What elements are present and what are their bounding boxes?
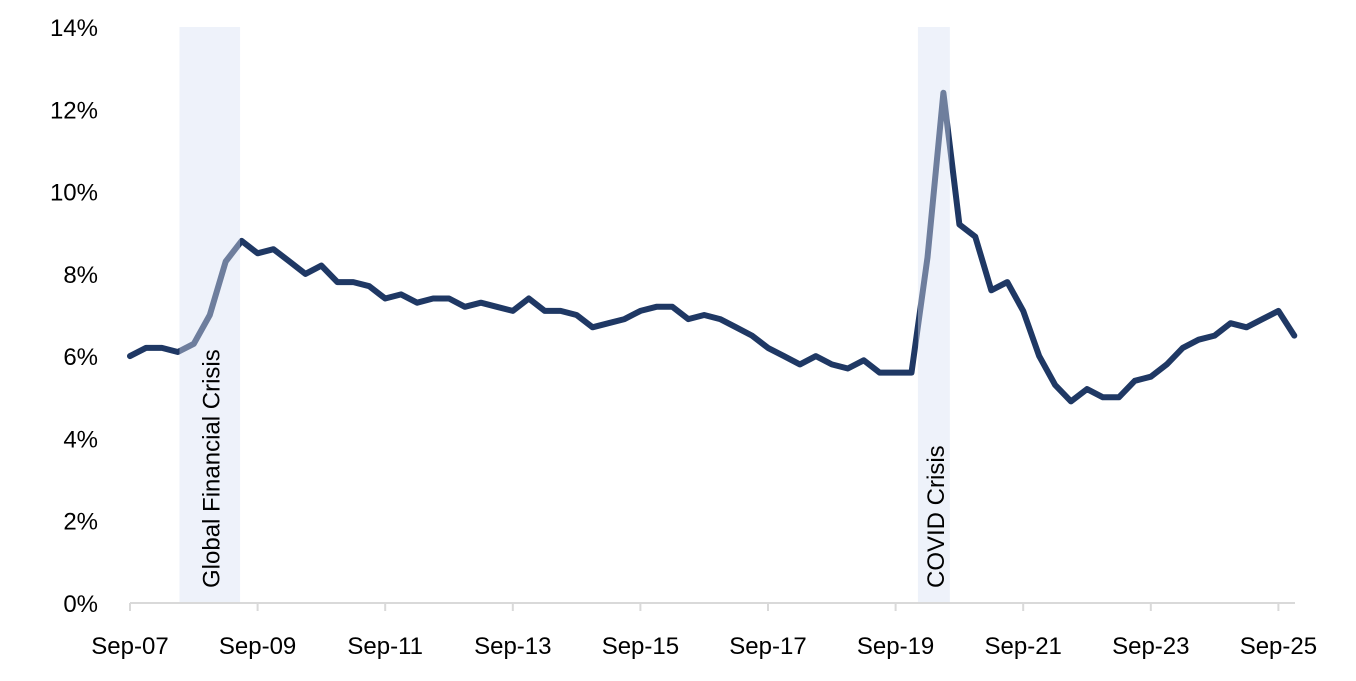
covid-band-label: COVID Crisis (923, 445, 950, 588)
gfc-band-overlay (179, 27, 241, 603)
x-tick-label: Sep-07 (91, 633, 168, 660)
x-tick-label: Sep-25 (1240, 633, 1317, 660)
y-tick-label: 10% (50, 180, 98, 207)
y-tick-label: 12% (50, 97, 98, 124)
crisis-band-overlays (179, 27, 950, 603)
x-tick-label: Sep-15 (602, 633, 679, 660)
x-tick-label: Sep-21 (985, 633, 1062, 660)
x-axis: Sep-07 Sep-09 Sep-11 Sep-13 Sep-15 Sep-17 Sep-… (91, 602, 1317, 660)
crisis-band-labels: Global Financial Crisis COVID Crisis (198, 349, 949, 588)
y-tick-label: 8% (63, 262, 98, 289)
gfc-band-label: Global Financial Crisis (198, 349, 225, 588)
y-tick-label: 0% (63, 591, 98, 618)
y-axis: 0% 2% 4% 6% 8% 10% 12% 14% (50, 15, 98, 618)
x-tick-label: Sep-13 (474, 633, 551, 660)
x-tick-label: Sep-09 (219, 633, 296, 660)
y-tick-label: 4% (63, 426, 98, 453)
data-series (127, 89, 1298, 405)
x-tick-label: Sep-17 (729, 633, 806, 660)
x-tick-label: Sep-11 (347, 633, 423, 660)
covid-band-overlay (917, 27, 950, 603)
y-tick-label: 6% (63, 344, 98, 371)
x-tick-label: Sep-23 (1112, 633, 1189, 660)
x-tick-label: Sep-19 (857, 633, 934, 660)
y-tick-label: 14% (50, 15, 98, 42)
series-line (127, 89, 1298, 405)
y-tick-label: 2% (63, 509, 98, 536)
